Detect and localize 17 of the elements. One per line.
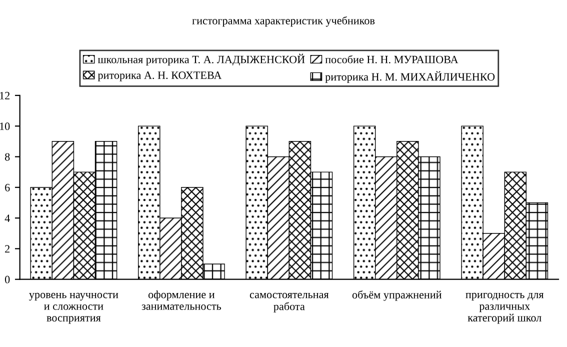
y-tick-label: 4: [4, 214, 10, 222]
y-tick-label: 6: [5, 184, 10, 192]
y-tick-label: 2: [5, 245, 10, 253]
legend-label: риторика Н. М. МИХАЙЛИЧЕНКО: [325, 71, 495, 83]
legend-label: риторика А. Н. КОХТЕВА: [98, 72, 222, 82]
x-tick-label: объём упражнений: [352, 290, 442, 301]
y-tick-label: 8: [4, 153, 10, 161]
legend-label: пособие Н. Н. МУРАШОВА: [325, 55, 458, 64]
x-tick-label: уровень научности и сложности восприятия: [29, 292, 118, 324]
chart-title: гистограмма характеристик учебников: [192, 16, 375, 27]
x-tick-label: пригодность для различных категорий школ: [466, 292, 544, 324]
legend-label: школьная риторика Т. А. ЛАДЫЖЕНСКОЙ: [98, 54, 305, 66]
y-tick-label: 12: [0, 92, 10, 100]
y-tick-label: 0: [4, 276, 10, 284]
x-tick-label: самостоятельная работа: [250, 292, 329, 312]
y-tick-label: 10: [0, 122, 10, 130]
x-tick-label: оформление и занимательность: [142, 290, 222, 310]
